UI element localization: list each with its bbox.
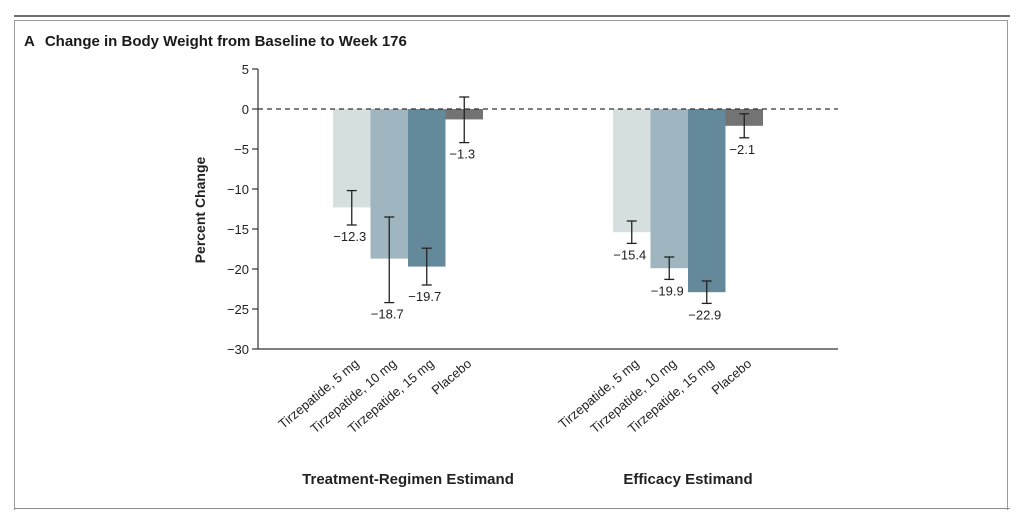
y-tick-label: −10 [227, 182, 249, 197]
panel-title: A Change in Body Weight from Baseline to … [24, 33, 407, 50]
bar [408, 109, 446, 267]
data-label: −15.4 [613, 247, 646, 262]
group-label: Efficacy Estimand [623, 471, 752, 488]
panel-letter: A [24, 33, 35, 50]
data-label: −22.9 [688, 307, 721, 322]
frame-top-rule [14, 15, 1010, 17]
figure-frame [14, 20, 1008, 510]
y-tick-label: −20 [227, 262, 249, 277]
data-label: −19.7 [408, 289, 441, 304]
y-tick-label: 0 [242, 102, 249, 117]
data-label: −18.7 [371, 307, 404, 322]
y-tick-label: 5 [242, 62, 249, 77]
category-label: Placebo [429, 356, 475, 398]
data-label: −19.9 [651, 283, 684, 298]
data-label: −12.3 [333, 229, 366, 244]
bar [688, 109, 726, 293]
y-tick-label: −5 [234, 142, 249, 157]
data-label: −2.1 [729, 142, 755, 157]
bar [650, 109, 688, 269]
y-tick-label: −30 [227, 342, 249, 357]
y-tick-label: −25 [227, 302, 249, 317]
data-label: −1.3 [449, 147, 475, 162]
frame-bottom-rule [14, 508, 1010, 509]
y-tick-label: −15 [227, 222, 249, 237]
y-axis-title: Percent Change [192, 156, 208, 263]
bar [613, 109, 651, 233]
panel-title-text: Change in Body Weight from Baseline to W… [44, 33, 407, 50]
group-label: Treatment-Regimen Estimand [302, 471, 514, 488]
category-label: Placebo [709, 356, 755, 398]
